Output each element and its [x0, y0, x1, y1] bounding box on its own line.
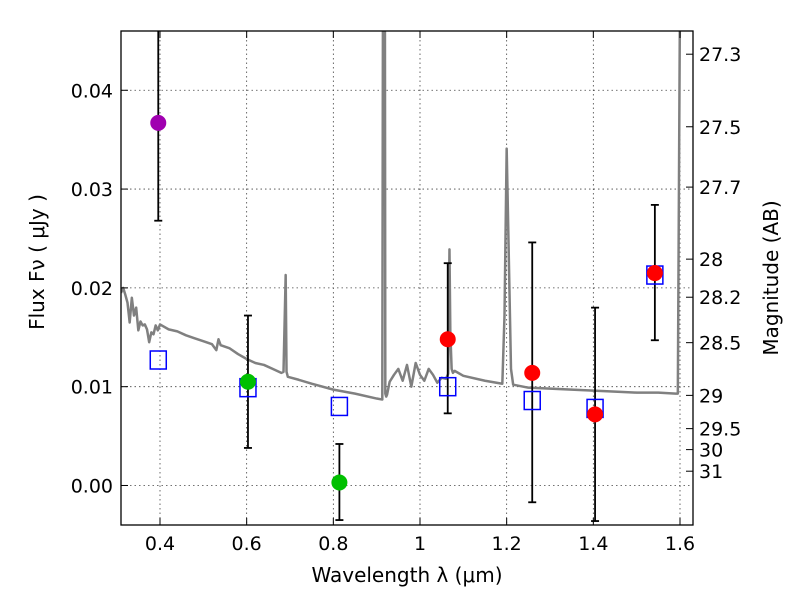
- right-tick-label: 30: [699, 440, 723, 462]
- plot-frame: [120, 30, 694, 526]
- y-tick-label: 0.04: [71, 80, 113, 102]
- observed-point-layer: [150, 114, 663, 491]
- y-tick-label: 0.01: [71, 377, 113, 399]
- plot-area: [121, 31, 693, 525]
- y-tick-label: 0.00: [71, 475, 113, 497]
- right-tick-label: 29.5: [699, 419, 741, 441]
- right-tick-label: 31: [699, 461, 723, 483]
- x-tick-label: 0.4: [145, 533, 175, 555]
- observed-point: [524, 364, 541, 381]
- spectrum-layer: [121, 31, 682, 401]
- right-tick-label: 28.2: [699, 287, 741, 309]
- x-tick-label: 0.8: [318, 533, 348, 555]
- model-square-marker: [330, 396, 349, 417]
- y-tick-label: 0.02: [71, 278, 113, 300]
- x-tick-label: 1.2: [492, 533, 522, 555]
- right-axis-label: Magnitude (AB): [759, 200, 783, 355]
- right-tick-label: 29: [699, 385, 723, 407]
- model-square-marker: [149, 350, 168, 370]
- y-tick-label: 0.03: [71, 179, 113, 201]
- x-tick-label: 0.6: [232, 533, 262, 555]
- observed-point: [150, 114, 167, 131]
- tick-marks: [121, 31, 693, 525]
- observed-point: [439, 331, 456, 348]
- x-tick-label: 1.6: [665, 533, 695, 555]
- observed-point: [239, 373, 256, 390]
- observed-point: [646, 265, 663, 282]
- y-axis-label: Flux Fν ( μJy ): [25, 194, 49, 330]
- x-axis-label: Wavelength λ (μm): [311, 563, 502, 587]
- right-tick-label: 27.5: [699, 117, 741, 139]
- right-tick-label: 27.7: [699, 177, 741, 199]
- observed-point: [587, 406, 604, 423]
- right-tick-label: 28: [699, 249, 723, 271]
- model-square-marker: [523, 390, 541, 411]
- x-tick-label: 1.4: [578, 533, 608, 555]
- tick-labels: 0.4 0.6 0.8 1 1.2 1.4 1.6 0.00 0.01 0.02 0.03 0.04 2…: [71, 44, 742, 555]
- right-tick-label: 27.3: [699, 44, 741, 66]
- spectrum-line: [121, 31, 682, 401]
- right-tick-label: 28.5: [699, 333, 741, 355]
- model-square-marker: [438, 376, 457, 397]
- observed-point: [331, 474, 348, 491]
- x-tick-label: 1: [414, 533, 426, 555]
